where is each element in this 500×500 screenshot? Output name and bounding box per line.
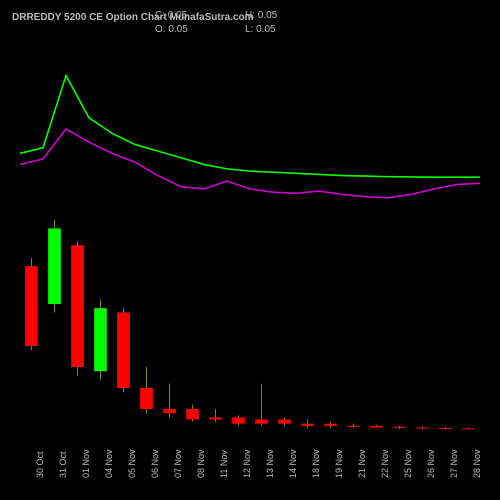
chart-container: { "title": "DRREDDY 5200 CE Option Chart… <box>0 0 500 500</box>
chart-svg <box>0 0 500 500</box>
x-axis-label: 28 Nov <box>472 449 499 478</box>
